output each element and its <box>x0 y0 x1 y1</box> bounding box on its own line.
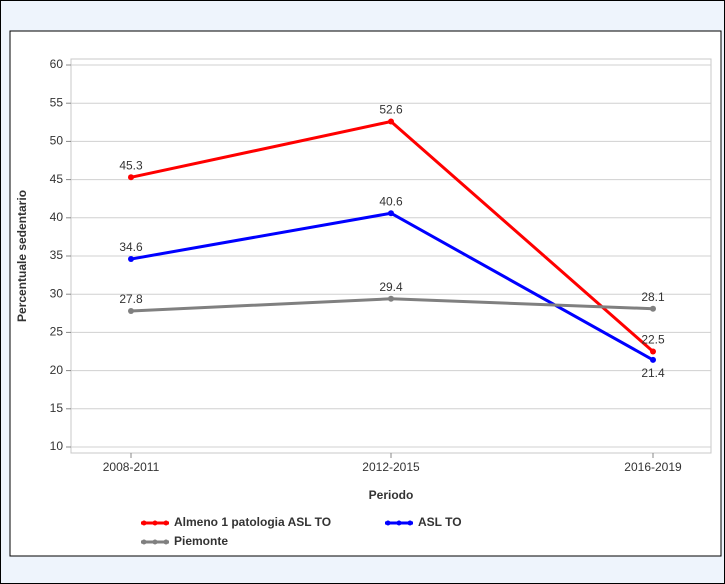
x-tick-label: 2012-2015 <box>362 460 420 474</box>
legend-marker <box>141 539 147 545</box>
y-tick-label: 60 <box>50 57 64 71</box>
legend-label: ASL TO <box>418 515 462 529</box>
point <box>128 174 134 181</box>
x-axis-label: Periodo <box>369 488 414 502</box>
y-axis-label: Percentuale sedentario <box>15 190 29 322</box>
point <box>388 118 394 125</box>
legend-marker <box>396 520 402 526</box>
legend-label: Almeno 1 patologia ASL TO <box>174 515 331 529</box>
value-label: 22.5 <box>641 333 665 347</box>
value-label: 45.3 <box>119 158 143 172</box>
value-label: 27.8 <box>119 292 143 306</box>
point <box>388 295 394 302</box>
legend-marker <box>385 520 391 526</box>
point <box>650 305 656 312</box>
legend-marker <box>152 539 158 545</box>
legend-marker <box>163 539 169 545</box>
legend-marker <box>163 520 169 526</box>
point <box>128 256 134 263</box>
legend-marker <box>152 520 158 526</box>
point <box>388 210 394 217</box>
y-tick-label: 15 <box>50 401 64 415</box>
y-tick-label: 55 <box>50 95 64 109</box>
value-label: 28.1 <box>641 290 665 304</box>
y-tick-label: 10 <box>50 439 64 453</box>
point <box>128 308 134 315</box>
value-label: 52.6 <box>379 103 403 117</box>
value-label: 34.6 <box>119 240 143 254</box>
value-label: 21.4 <box>641 366 665 380</box>
y-tick-label: 30 <box>50 286 64 300</box>
x-tick-label: 2008-2011 <box>103 460 160 474</box>
x-tick-label: 2016-2019 <box>624 460 682 474</box>
legend-marker <box>407 520 413 526</box>
value-label: 29.4 <box>379 280 403 294</box>
y-tick-label: 45 <box>50 172 64 186</box>
point <box>650 348 656 355</box>
legend-label: Piemonte <box>174 534 228 548</box>
legend-marker <box>141 520 147 526</box>
y-tick-label: 25 <box>50 325 64 339</box>
point <box>650 356 656 363</box>
y-tick-label: 50 <box>50 134 64 148</box>
value-label: 40.6 <box>379 194 403 208</box>
y-tick-label: 35 <box>50 248 64 262</box>
y-tick-label: 20 <box>50 363 64 377</box>
y-tick-label: 40 <box>50 210 64 224</box>
